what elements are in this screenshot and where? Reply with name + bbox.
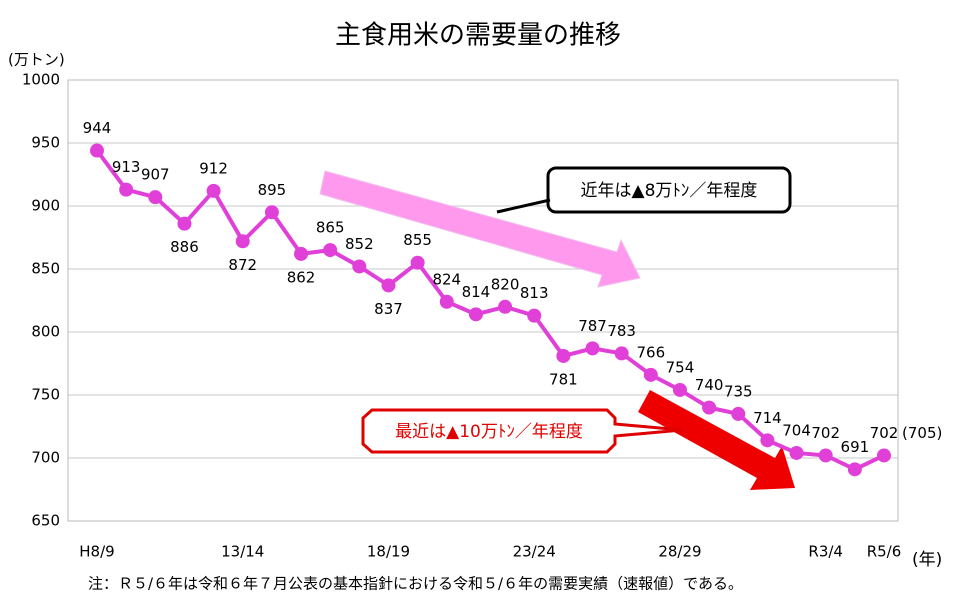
callout-box-recent — [361, 408, 683, 454]
data-label: 944 — [83, 119, 112, 137]
callout-box — [546, 166, 792, 214]
data-point — [381, 278, 396, 293]
y-tick-label: 850 — [31, 260, 60, 278]
data-point — [672, 382, 687, 397]
data-point — [119, 182, 134, 197]
data-label: 740 — [695, 376, 724, 394]
data-point — [556, 348, 571, 363]
data-point — [323, 243, 338, 258]
data-point — [614, 346, 629, 361]
data-label: 704 — [782, 421, 811, 439]
data-point — [585, 341, 600, 356]
data-point — [498, 299, 513, 314]
x-tick-label: 28/29 — [658, 543, 701, 561]
data-label: 852 — [345, 235, 374, 253]
data-label: 824 — [432, 270, 461, 288]
data-label: 862 — [287, 268, 316, 286]
data-label: 837 — [374, 300, 403, 318]
trend-arrow — [319, 170, 641, 288]
y-tick-label: 900 — [31, 197, 60, 215]
data-point — [90, 143, 104, 158]
plot-frame — [67, 79, 899, 522]
y-tick-label: 700 — [31, 449, 60, 467]
data-point — [235, 234, 250, 249]
data-point — [148, 190, 163, 205]
data-point — [789, 445, 804, 460]
annotation: (705) — [902, 424, 942, 442]
footnote: 注：Ｒ５/６年は令和６年７月公表の基本指針における令和５/６年の需要実績（速報値… — [88, 575, 743, 593]
data-point — [643, 367, 658, 382]
chart-title: 主食用米の需要量の推移 — [335, 21, 621, 51]
data-label: 691 — [841, 438, 870, 456]
data-label: 886 — [170, 238, 199, 256]
data-label: 872 — [228, 256, 257, 274]
x-axis-unit: (年) — [912, 550, 942, 570]
data-point — [468, 307, 483, 322]
grid — [68, 79, 898, 522]
data-label: 913 — [112, 158, 141, 176]
x-tick-label: R3/4 — [808, 543, 843, 561]
data-point — [527, 308, 542, 323]
data-point — [264, 205, 279, 220]
data-point — [206, 183, 221, 198]
data-point — [877, 448, 891, 463]
data-label: 781 — [549, 370, 578, 388]
data-point — [439, 294, 454, 309]
data-label: 766 — [636, 343, 665, 361]
data-label: 702 — [811, 424, 840, 442]
data-label: 735 — [724, 382, 753, 400]
data-label: 702 — [870, 424, 899, 442]
x-tick-label: H8/9 — [79, 543, 114, 561]
data-point — [177, 216, 192, 231]
data-label: 907 — [141, 166, 170, 184]
data-point — [731, 406, 746, 421]
series-line — [95, 149, 885, 472]
callout-text: 近年は▲8万ﾄﾝ／年程度 — [581, 181, 758, 201]
data-point — [410, 255, 425, 270]
data-label: 813 — [520, 284, 549, 302]
callout-pointer — [496, 198, 551, 214]
data-label: 714 — [753, 409, 782, 427]
y-tick-label: 1000 — [22, 71, 60, 89]
trend-arrow-recent — [638, 390, 795, 490]
x-tick-label: 18/19 — [367, 543, 410, 561]
data-label: 787 — [578, 317, 607, 335]
data-point — [847, 462, 862, 477]
x-tick-label: R5/6 — [867, 543, 902, 561]
x-tick-label: 13/14 — [221, 543, 264, 561]
y-axis-unit: (万トン) — [8, 51, 65, 69]
y-tick-label: 750 — [31, 386, 60, 404]
data-point — [352, 259, 367, 274]
data-label: 783 — [607, 322, 636, 340]
data-label: 754 — [666, 358, 695, 376]
data-label: 865 — [316, 219, 345, 237]
callout-text-recent: 最近は▲10万ﾄﾝ／年程度 — [395, 422, 583, 442]
data-label: 814 — [462, 283, 491, 301]
data-label: 912 — [199, 159, 228, 177]
x-tick-label: 23/24 — [513, 543, 556, 561]
data-point — [818, 448, 833, 463]
y-tick-label: 800 — [31, 323, 60, 341]
data-label: 855 — [403, 231, 432, 249]
y-tick-label: 650 — [31, 512, 60, 530]
data-point — [702, 400, 717, 415]
y-tick-label: 950 — [31, 134, 60, 152]
data-point — [760, 433, 775, 448]
data-point — [294, 246, 309, 261]
data-label: 820 — [491, 275, 520, 293]
data-label: 895 — [258, 181, 287, 199]
